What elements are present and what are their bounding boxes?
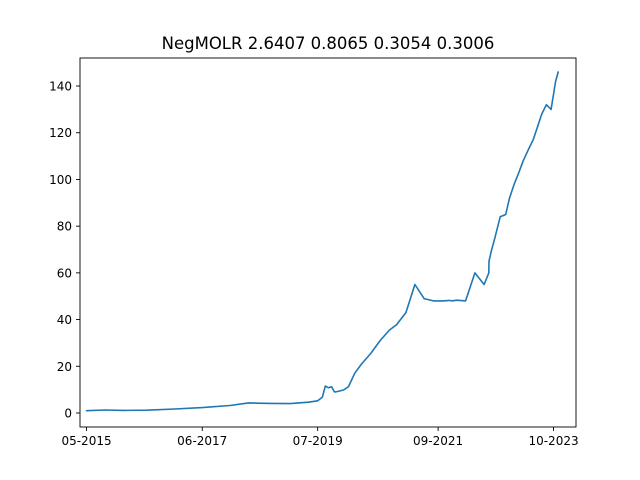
y-tick-label: 140	[49, 80, 72, 94]
y-tick-label: 120	[49, 126, 72, 140]
x-tick-label: 05-2015	[61, 434, 111, 448]
axes-frame	[79, 57, 577, 428]
x-tick-label: 10-2023	[528, 434, 578, 448]
y-tick-label: 20	[57, 360, 72, 374]
y-tick-label: 100	[49, 173, 72, 187]
series-line-0	[85, 71, 560, 412]
chart-title: NegMOLR 2.6407 0.8065 0.3054 0.3006	[162, 34, 495, 53]
y-tick-label: 40	[57, 313, 72, 327]
x-tick-label: 06-2017	[177, 434, 227, 448]
y-tick-label: 0	[64, 406, 72, 420]
x-tick-label: 07-2019	[293, 434, 343, 448]
y-tick-label: 60	[57, 266, 72, 280]
axes: 05-2015 06-2017 07-2019 09-2021 10-2023 0 20 40…	[49, 57, 579, 448]
plot-area	[85, 71, 560, 412]
x-tick-label: 09-2021	[413, 434, 463, 448]
y-tick-label: 80	[57, 220, 72, 234]
